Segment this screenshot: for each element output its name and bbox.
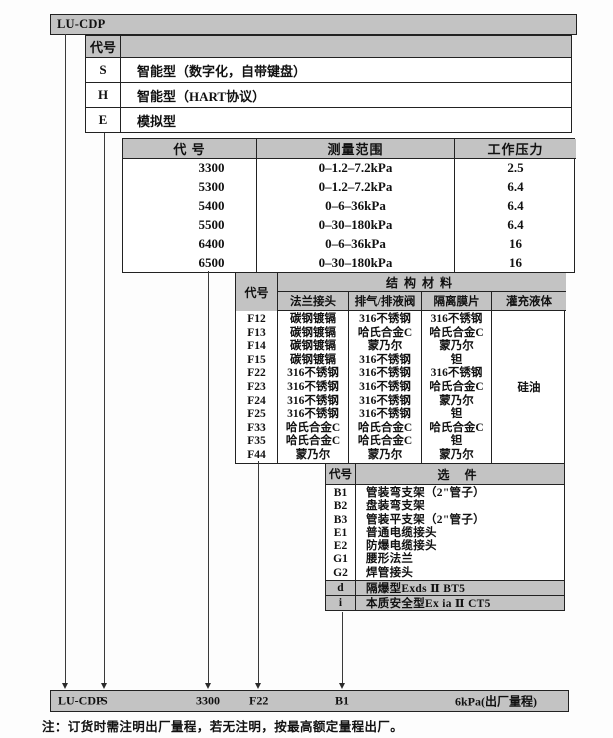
range-code: 6400: [198, 235, 225, 251]
type-row-h: H 智能型（HART协议）: [86, 82, 571, 107]
option-header-row: 代号 选 件: [326, 464, 564, 485]
result-material-code: F22: [249, 693, 269, 708]
arrow-down-icon: [205, 683, 211, 689]
type-desc: 模拟型: [137, 113, 177, 129]
range-value: 0–1.2–7.2kPa: [256, 177, 454, 196]
fill-header: 灌充液体: [491, 292, 566, 311]
material-group-header: 结构材料: [278, 273, 566, 292]
range-code: 5500: [198, 216, 225, 232]
connector-line-range: [208, 271, 210, 684]
type-desc-header: [121, 36, 571, 57]
diaphragm-header: 隔离膜片: [421, 292, 491, 311]
range-code-header: 代 号: [123, 139, 256, 159]
range-value: 0–30–180kPa: [256, 215, 454, 234]
type-table-header-row: 代号: [86, 36, 571, 57]
result-example-bar: LU-CDP S 3300 F22 B1 6kPa(出厂量程): [50, 690, 569, 712]
flange-column: 碳钢镀镉 碳钢镀镉 碳钢镀镉 碳钢镀镉 316不锈钢 316不锈钢 316不锈钢…: [285, 313, 341, 461]
result-span: 6kPa(出厂量程): [455, 694, 537, 709]
range-table: 代 号 测量范围 工作压力 3300 0–1.2–7.2kPa 2.5 5300…: [122, 138, 576, 273]
range-code: 5400: [198, 197, 225, 213]
connector-line-option: [342, 612, 344, 684]
type-row-s: S 智能型（数字化，自带键盘）: [86, 57, 571, 82]
connector-line-type: [104, 133, 106, 684]
pressure-header: 工作压力: [454, 139, 576, 159]
range-value: 0–6–36kPa: [256, 234, 454, 253]
arrow-down-icon: [101, 683, 107, 689]
option-body: B1 B2 B3 E1 E2 G1 G2 管装弯支架（2"管子） 盘装弯支架 管…: [326, 485, 564, 580]
range-code: 6500: [198, 254, 225, 270]
range-code: 3300: [198, 159, 225, 175]
order-note: 注：订货时需注明出厂量程，若无注明，按最高额定量程出厂。: [42, 720, 404, 734]
type-table: 代号 S 智能型（数字化，自带键盘） H 智能型（HART协议） E 模拟型: [85, 35, 572, 133]
material-code-header: 代号: [236, 273, 278, 311]
result-model: LU-CDP: [58, 693, 104, 708]
vent-header: 排气/排液阀: [348, 292, 421, 311]
connector-line-model: [65, 34, 67, 684]
option-header: 选 件: [437, 467, 483, 482]
option-row-i: i 本质安全型Ex ia Ⅱ CT5: [326, 595, 564, 610]
result-type-code: S: [101, 693, 108, 708]
range-header: 测量范围: [256, 139, 454, 159]
pressure-value: 6.4: [454, 196, 576, 215]
arrow-down-icon: [255, 683, 261, 689]
connector-line-material: [258, 461, 260, 684]
pressure-value: 2.5: [454, 158, 576, 177]
diaphragm-column: 316不锈钢 哈氏合金C 蒙乃尔 钽 316不锈钢 哈氏合金C 蒙乃尔 钽 哈氏…: [421, 311, 491, 463]
fill-liquid-cell: 硅油: [491, 311, 566, 463]
material-table: 代号 结构材料 法兰接头 排气/排液阀 隔离膜片 灌充液体 F12 F13 F1…: [235, 272, 566, 464]
option-desc-column: 管装弯支架（2"管子） 盘装弯支架 管装平支架（2"管子） 普通电缆接头 防爆电…: [366, 487, 485, 579]
model-root-box: LU-CDP: [50, 14, 577, 35]
pressure-value: 16: [454, 234, 576, 253]
pressure-value: 16: [454, 253, 576, 272]
range-value: 0–1.2–7.2kPa: [256, 158, 454, 177]
option-row-d: d 隔爆型Exds Ⅱ BT5: [326, 580, 564, 595]
type-row-e: E 模拟型: [86, 107, 571, 132]
type-desc: 智能型（数字化，自带键盘）: [137, 63, 307, 79]
flange-header: 法兰接头: [278, 292, 348, 311]
range-value: 0–30–180kPa: [256, 253, 454, 272]
type-code: H: [86, 83, 121, 107]
pressure-value: 6.4: [454, 177, 576, 196]
option-table: 代号 选 件 B1 B2 B3 E1 E2 G1 G2 管装弯支架（2"管子） …: [325, 463, 565, 611]
pressure-value: 6.4: [454, 215, 576, 234]
result-option-code: B1: [335, 693, 350, 708]
range-value: 0–6–36kPa: [256, 196, 454, 215]
type-code: S: [86, 58, 121, 82]
result-range-code: 3300: [196, 693, 220, 708]
type-code-header: 代号: [86, 36, 121, 57]
arrow-down-icon: [62, 683, 68, 689]
range-code: 5300: [198, 178, 225, 194]
arrow-down-icon: [339, 683, 345, 689]
vent-column: 316不锈钢 哈氏合金C 蒙乃尔 316不锈钢 316不锈钢 316不锈钢 31…: [348, 311, 421, 463]
option-code-header: 代号: [326, 464, 356, 484]
model-root-label: LU-CDP: [57, 17, 106, 31]
type-code: E: [86, 108, 121, 132]
material-code-column: F12 F13 F14 F15 F22 F23 F24 F25 F33 F35 …: [236, 311, 278, 463]
type-desc: 智能型（HART协议）: [137, 88, 266, 104]
option-code-column: B1 B2 B3 E1 E2 G1 G2: [326, 485, 356, 580]
